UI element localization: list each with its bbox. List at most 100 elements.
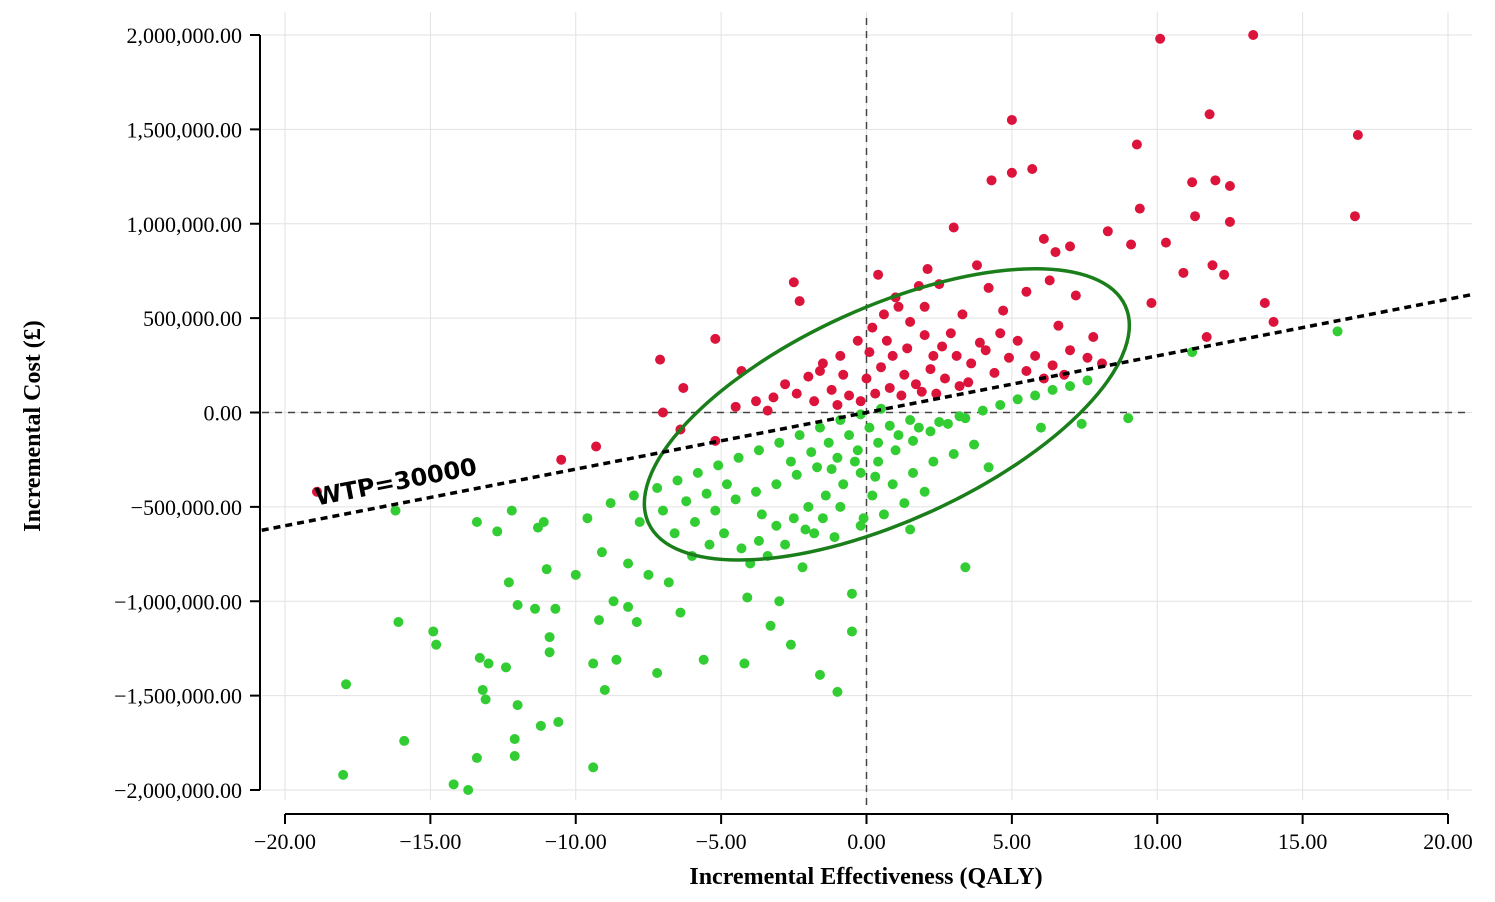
point-below-wtp [663, 577, 674, 588]
point-below-wtp [739, 658, 750, 669]
point-above-wtp [1190, 211, 1201, 222]
point-below-wtp [908, 467, 919, 478]
point-below-wtp [623, 601, 634, 612]
x-tick-label: 10.00 [1133, 829, 1183, 854]
point-below-wtp [698, 654, 709, 665]
point-below-wtp [431, 639, 442, 650]
point-below-wtp [570, 569, 581, 580]
point-above-wtp [1006, 114, 1017, 125]
point-below-wtp [553, 717, 564, 728]
point-below-wtp [512, 600, 523, 611]
point-below-wtp [806, 447, 817, 458]
point-above-wtp [864, 347, 875, 358]
point-below-wtp [719, 528, 730, 539]
point-below-wtp [1030, 390, 1041, 401]
point-above-wtp [780, 379, 791, 390]
point-below-wtp [823, 437, 834, 448]
point-below-wtp [835, 501, 846, 512]
point-below-wtp [500, 662, 511, 673]
x-axis-title: Incremental Effectiveness (QALY) [689, 864, 1042, 890]
point-above-wtp [832, 399, 843, 410]
point-below-wtp [969, 439, 980, 450]
point-below-wtp [867, 490, 878, 501]
point-above-wtp [814, 365, 825, 376]
point-below-wtp [611, 654, 622, 665]
point-below-wtp [652, 667, 663, 678]
point-above-wtp [925, 364, 936, 375]
point-above-wtp [1134, 203, 1145, 214]
point-above-wtp [1207, 260, 1218, 271]
point-below-wtp [721, 479, 732, 490]
point-below-wtp [960, 562, 971, 573]
point-above-wtp [809, 396, 820, 407]
point-below-wtp [713, 460, 724, 471]
x-tick-label: 0.00 [847, 829, 886, 854]
point-below-wtp [751, 486, 762, 497]
point-above-wtp [1070, 290, 1081, 301]
point-below-wtp [832, 686, 843, 697]
point-above-wtp [983, 282, 994, 293]
point-below-wtp [503, 577, 514, 588]
point-below-wtp [817, 513, 828, 524]
point-below-wtp [899, 498, 910, 509]
point-below-wtp [506, 505, 517, 516]
point-above-wtp [1268, 316, 1279, 327]
point-above-wtp [844, 390, 855, 401]
point-above-wtp [948, 222, 959, 233]
point-below-wtp [530, 603, 541, 614]
point-below-wtp [390, 505, 401, 516]
point-below-wtp [605, 498, 616, 509]
point-below-wtp [826, 464, 837, 475]
point-below-wtp [535, 720, 546, 731]
point-below-wtp [689, 516, 700, 527]
point-below-wtp [393, 617, 404, 628]
point-below-wtp [428, 626, 439, 637]
point-above-wtp [974, 337, 985, 348]
point-above-wtp [995, 328, 1006, 339]
point-below-wtp [887, 479, 898, 490]
point-below-wtp [890, 445, 901, 456]
point-below-wtp [710, 505, 721, 516]
wtp-line [261, 293, 1472, 532]
y-tick-label: −500,000.00 [131, 495, 242, 520]
y-tick-label: −1,000,000.00 [114, 589, 242, 614]
point-above-wtp [1027, 164, 1038, 175]
point-below-wtp [873, 456, 884, 467]
point-above-wtp [826, 384, 837, 395]
point-below-wtp [1123, 413, 1134, 424]
point-below-wtp [838, 479, 849, 490]
point-above-wtp [1178, 267, 1189, 278]
axes: 2,000,000.00 1,500,000.00 1,000,000.00 500,… [114, 23, 1473, 854]
point-below-wtp [846, 626, 857, 637]
point-below-wtp [785, 456, 796, 467]
point-below-wtp [855, 467, 866, 478]
point-above-wtp [951, 350, 962, 361]
point-below-wtp [341, 679, 352, 690]
point-above-wtp [1259, 298, 1270, 309]
point-below-wtp [832, 452, 843, 463]
point-below-wtp [483, 658, 494, 669]
point-below-wtp [774, 596, 785, 607]
point-above-wtp [1065, 345, 1076, 356]
point-above-wtp [937, 341, 948, 352]
point-below-wtp [954, 411, 965, 422]
point-below-wtp [864, 422, 875, 433]
point-below-wtp [1035, 422, 1046, 433]
point-below-wtp [471, 752, 482, 763]
point-below-wtp [814, 422, 825, 433]
point-below-wtp [669, 528, 680, 539]
point-above-wtp [966, 358, 977, 369]
point-above-wtp [768, 392, 779, 403]
point-above-wtp [998, 305, 1009, 316]
point-below-wtp [594, 615, 605, 626]
point-above-wtp [902, 343, 913, 354]
point-above-wtp [730, 401, 741, 412]
point-above-wtp [1082, 352, 1093, 363]
point-above-wtp [855, 396, 866, 407]
x-tick-label: 5.00 [993, 829, 1032, 854]
point-below-wtp [794, 430, 805, 441]
point-above-wtp [878, 309, 889, 320]
point-above-wtp [1248, 30, 1259, 40]
point-below-wtp [701, 488, 712, 499]
point-above-wtp [1050, 247, 1061, 258]
